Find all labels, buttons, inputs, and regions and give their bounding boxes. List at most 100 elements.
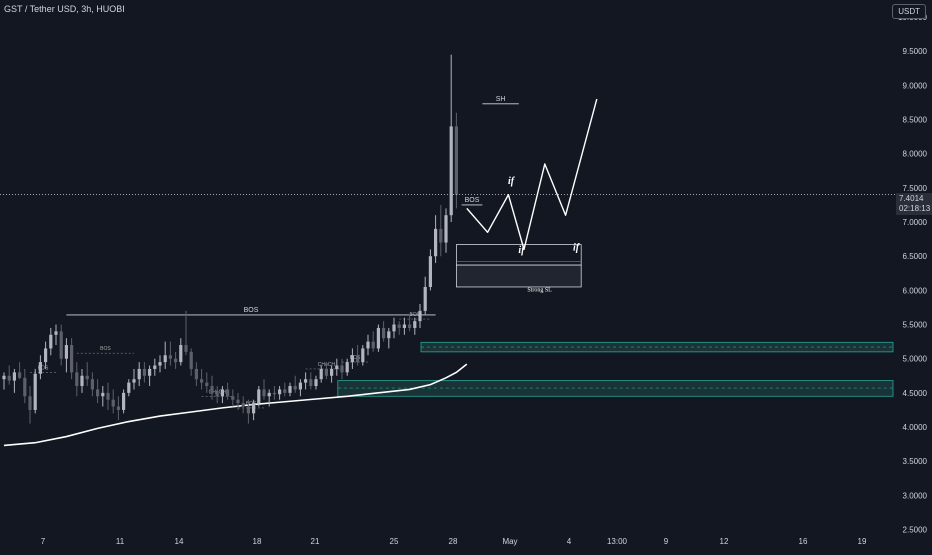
y-tick-label: 9.0000 — [903, 81, 928, 90]
y-tick-label: 9.5000 — [903, 47, 928, 56]
symbol-title[interactable]: GST / Tether USD, 3h, HUOBI — [4, 4, 125, 14]
moving-average-line — [3, 363, 468, 447]
candle-body — [59, 331, 63, 359]
candle-body — [70, 345, 74, 373]
candle-body — [168, 355, 172, 359]
candle-body — [262, 389, 266, 397]
x-tick-label: 11 — [116, 537, 125, 546]
candle-body — [96, 389, 100, 397]
candle-body — [423, 286, 427, 311]
candle-body — [210, 386, 214, 393]
candle-body — [304, 379, 308, 383]
candle-body — [33, 373, 37, 410]
annotation-text: if — [573, 243, 581, 254]
structure-label: BOS — [246, 401, 257, 407]
candle-body — [28, 396, 32, 410]
x-tick-label: 25 — [390, 537, 399, 546]
last-price: 7.4014 — [899, 194, 924, 203]
candle-body — [158, 362, 162, 366]
candle-body — [75, 372, 79, 387]
candle-body — [49, 334, 53, 349]
candle-body — [408, 324, 412, 328]
x-tick-label: 16 — [799, 537, 808, 546]
x-tick-label: 28 — [449, 537, 458, 546]
candle-body — [376, 327, 380, 349]
candle-body — [153, 365, 157, 369]
x-tick-label: 9 — [664, 537, 669, 546]
bar-countdown: 02:18:13 — [899, 204, 931, 213]
candle-body — [397, 324, 401, 328]
candle-body — [137, 368, 141, 380]
y-tick-label: 6.5000 — [903, 252, 928, 261]
candle-body — [252, 403, 256, 414]
candle-body — [361, 348, 365, 363]
candle-body — [7, 375, 11, 381]
candle-body — [64, 345, 68, 359]
annotation-text: if — [518, 245, 526, 256]
candle-body — [101, 392, 105, 397]
candle-body — [293, 386, 297, 390]
y-tick-label: 2.5000 — [903, 526, 928, 535]
candle-body — [220, 389, 224, 397]
x-tick-label: May — [502, 537, 517, 546]
candle-body — [90, 379, 94, 390]
candle-body — [309, 379, 313, 387]
candle-body — [298, 382, 302, 390]
candle-body — [226, 389, 230, 397]
annotation-text: Strong SL — [527, 288, 552, 294]
candle-body — [402, 324, 406, 328]
last-price-tag: 7.4014 02:18:13 — [896, 193, 932, 215]
candle-body — [278, 389, 282, 395]
candle-body — [163, 355, 167, 363]
candle-body — [122, 392, 126, 410]
candle-body — [44, 348, 48, 363]
candle-body — [413, 321, 417, 328]
candle-body — [116, 406, 120, 410]
structure-label: BOS — [350, 355, 361, 361]
candle-body — [330, 368, 334, 376]
candle-body — [335, 365, 339, 369]
candle-body — [444, 215, 448, 243]
x-tick-label: 19 — [858, 537, 867, 546]
candle-body — [272, 392, 276, 395]
x-tick-label: 21 — [311, 537, 320, 546]
candle-body — [18, 372, 22, 378]
structure-label: SH — [496, 96, 506, 103]
y-tick-label: 8.5000 — [903, 116, 928, 125]
candle-body — [288, 386, 292, 393]
candle-body — [382, 327, 386, 339]
candle-body — [366, 341, 370, 349]
candle-body — [189, 351, 193, 369]
y-tick-label: 3.0000 — [903, 491, 928, 500]
structure-label: BOS — [100, 346, 111, 352]
candle-body — [246, 406, 250, 414]
currency-badge[interactable]: USDT — [892, 4, 926, 19]
y-tick-label: 3.5000 — [903, 457, 928, 466]
candle-body — [148, 368, 152, 376]
candle-body — [314, 379, 318, 387]
candle-body — [231, 396, 235, 400]
candle-body — [38, 362, 42, 374]
candle-body — [257, 389, 261, 404]
candle-body — [345, 362, 349, 373]
candle-body — [387, 331, 391, 339]
candle-body — [200, 379, 204, 383]
candle-body — [371, 341, 375, 349]
candle-body — [434, 228, 438, 257]
candle-body — [439, 228, 443, 243]
candle-body — [142, 368, 146, 376]
candle-body — [267, 392, 271, 397]
x-tick-label: 13:00 — [607, 537, 628, 546]
candle-body — [132, 379, 136, 383]
candle-body — [179, 345, 183, 363]
candle-body — [236, 399, 240, 404]
candle-body — [174, 358, 178, 363]
candle-body — [454, 126, 458, 195]
y-tick-label: 5.0000 — [903, 355, 928, 364]
candle-body — [54, 331, 58, 335]
x-tick-label: 14 — [175, 537, 184, 546]
candle-body — [127, 382, 131, 393]
price-axis — [895, 0, 932, 550]
